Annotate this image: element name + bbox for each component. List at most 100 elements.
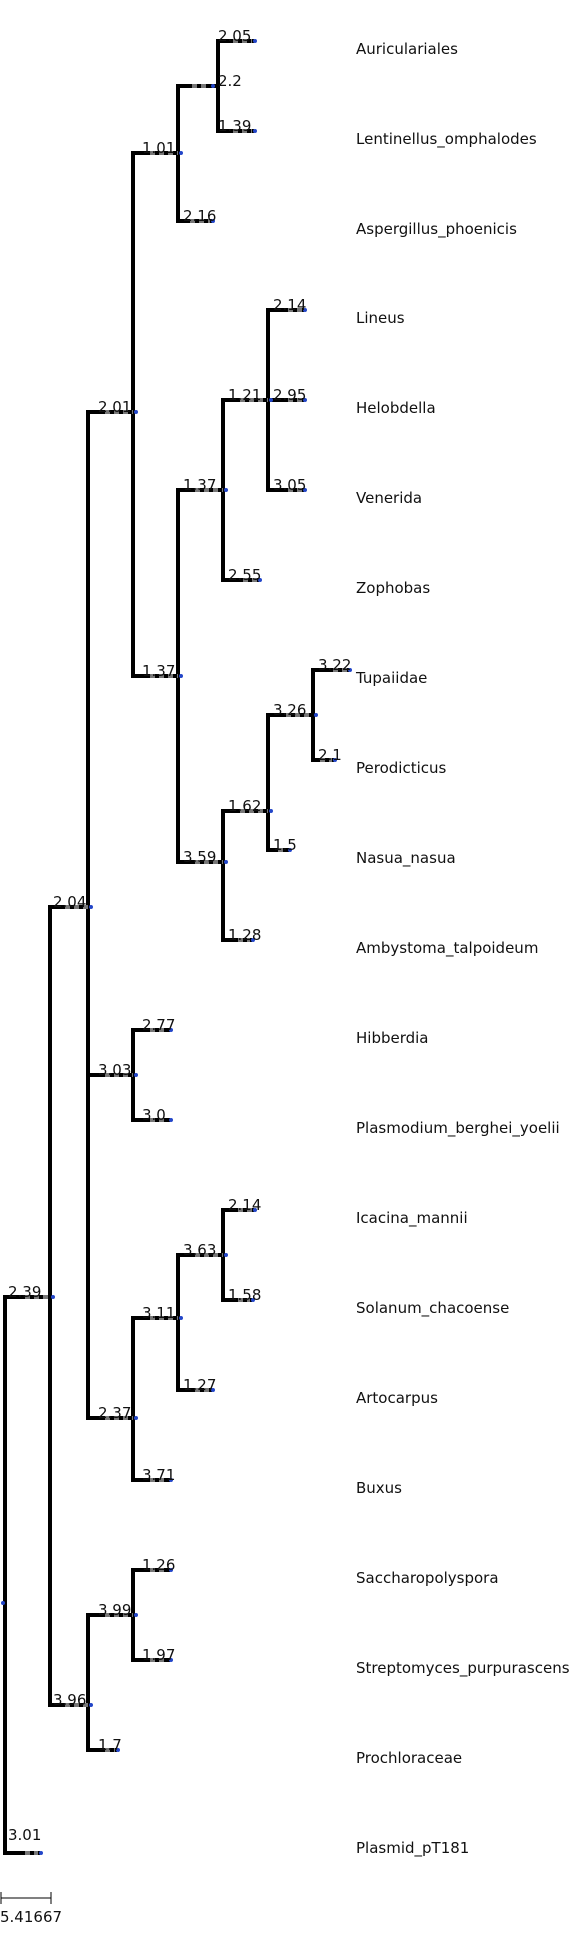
node-dot [333, 758, 337, 762]
leaf-label: Plasmid_pT181 [356, 1839, 469, 1858]
tree-branch [3, 39, 254, 1299]
node-dot [179, 1316, 183, 1320]
leaf-label: Prochloraceae [356, 1749, 462, 1767]
leaf-label: Lineus [356, 309, 405, 327]
node-dot [224, 488, 228, 492]
leaf-label: Buxus [356, 1479, 402, 1497]
branch-length: 2.95 [273, 386, 306, 404]
leaf-label: Perodicticus [356, 759, 446, 777]
node-dot [224, 1253, 228, 1257]
leaf-label: Nasua_nasua [356, 849, 456, 868]
leaf-label: Auriculariales [356, 40, 458, 58]
leaf-label: Artocarpus [356, 1389, 438, 1407]
node-dot [179, 674, 183, 678]
node-dot [269, 809, 273, 813]
branch-length: 2.2 [218, 72, 242, 90]
branch-length: 3.22 [318, 656, 351, 674]
scale-label: 5.41667 [0, 1908, 62, 1926]
tree-branch [3, 1295, 40, 1855]
branch-length: 1.5 [273, 836, 297, 854]
node-dot [224, 860, 228, 864]
node-dot [251, 1298, 255, 1302]
node-dot [169, 1028, 173, 1032]
leaf-label: Venerida [356, 489, 422, 507]
branch-length: 3.03 [98, 1061, 131, 1079]
node-dot [89, 1703, 93, 1707]
branch-length: 3.11 [142, 1304, 175, 1322]
leaf-label: Tupaiidae [355, 669, 427, 687]
leaf-label: Saccharopolyspora [356, 1569, 499, 1587]
branch-length: 1.62 [228, 797, 261, 815]
node-dot [116, 1748, 120, 1752]
node-dot [134, 1416, 138, 1420]
branch-length: 1.37 [142, 662, 175, 680]
tree-branch [131, 1416, 170, 1482]
node-dot [251, 938, 255, 942]
branch-length: 2.01 [98, 398, 131, 416]
branch-length: 1.27 [183, 1376, 216, 1394]
node-dot [211, 219, 215, 223]
leaf-label: Aspergillus_phoenicis [356, 220, 517, 239]
branch-length: 2.14 [273, 296, 306, 314]
node-dot [211, 84, 215, 88]
node-dot [39, 1851, 43, 1855]
branch-length: 3.26 [273, 701, 306, 719]
branch-length: 3.01 [8, 1826, 41, 1844]
branch-length: 2.55 [228, 566, 261, 584]
leaf-label: Streptomyces_purpurascens [356, 1659, 570, 1678]
node-dot [303, 308, 307, 312]
branch-length: 2.39 [8, 1283, 41, 1301]
branch-length: 3.0 [142, 1106, 166, 1124]
root-dot [1, 1601, 5, 1605]
leaf-label: Hibberdia [356, 1029, 429, 1047]
tree-branch [48, 905, 170, 1707]
branch-length: 3.59 [183, 848, 216, 866]
scale-bar: 5.41667 [0, 1892, 62, 1926]
node-markers [1, 39, 352, 1855]
node-dot [169, 1658, 173, 1662]
node-dot [253, 129, 257, 133]
branch-length: 2.05 [218, 27, 251, 45]
node-dot [211, 1388, 215, 1392]
tree-branch [86, 905, 254, 1420]
node-dot [89, 905, 93, 909]
node-dot [51, 1295, 55, 1299]
branch-length: 2.04 [53, 893, 86, 911]
node-dot [134, 410, 138, 414]
tree-branch [131, 1073, 170, 1122]
branch-length: 2.37 [98, 1404, 131, 1422]
node-dot [253, 39, 257, 43]
leaf-label: Plasmodium_berghei_yoelii [356, 1119, 560, 1138]
node-dot [348, 668, 352, 672]
node-dot [179, 151, 183, 155]
node-dot [303, 398, 307, 402]
node-dot [169, 1478, 173, 1482]
branch-length: 2.1 [318, 746, 342, 764]
leaf-label: Solanum_chacoense [356, 1299, 509, 1318]
branch-length: 3.71 [142, 1466, 175, 1484]
branch-length: 1.28 [228, 926, 261, 944]
node-dot [314, 713, 318, 717]
branch-length: 1.7 [98, 1736, 122, 1754]
branch-length: 1.01 [142, 139, 175, 157]
branch-length: 1.21 [228, 386, 261, 404]
node-dot [258, 578, 262, 582]
node-dot [269, 398, 273, 402]
branch-length: 1.58 [228, 1286, 261, 1304]
node-dot [303, 488, 307, 492]
branch-length: 3.96 [53, 1691, 86, 1709]
branch-length: 3.99 [98, 1601, 131, 1619]
node-dot [169, 1568, 173, 1572]
branch-length: 2.16 [183, 207, 216, 225]
branch-length: 2.14 [228, 1196, 261, 1214]
node-dot [169, 1118, 173, 1122]
leaf-label: Ambystoma_talpoideum [356, 939, 538, 958]
branch-length: 1.39 [218, 117, 251, 135]
node-dot [253, 1208, 257, 1212]
branch-length: 1.37 [183, 476, 216, 494]
node-dot [134, 1073, 138, 1077]
leaf-label: Helobdella [356, 399, 436, 417]
branch-length: 3.05 [273, 476, 306, 494]
leaf-label: Icacina_mannii [356, 1209, 468, 1228]
